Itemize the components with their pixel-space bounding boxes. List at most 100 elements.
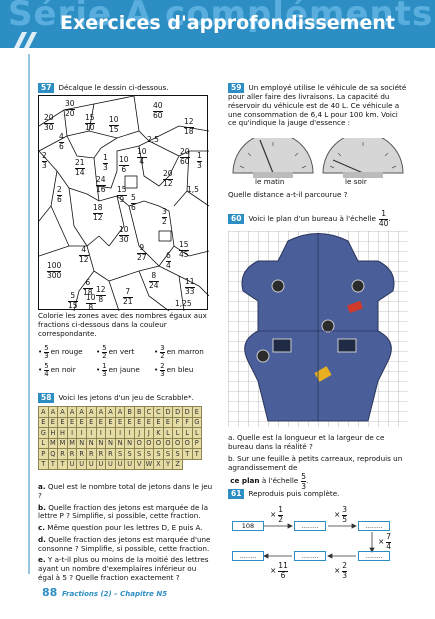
scrabble-tile: E [105, 416, 116, 428]
puzzle-fraction: 15 10 [85, 113, 95, 132]
scrabble-tile: N [85, 437, 97, 449]
ex57-number: 57 [38, 83, 55, 93]
scrabble-tile: U [114, 458, 126, 470]
legend-item: • 5 3 en rouge [38, 344, 83, 360]
office-plan-drawing [228, 231, 408, 427]
scrabble-tile: O [133, 437, 145, 449]
scrabble-tile: L [181, 427, 193, 439]
legend-item: • 2 3 en bleu [154, 362, 194, 378]
scrabble-tile: U [76, 458, 87, 470]
puzzle-fraction: 6 18 [83, 278, 93, 297]
scrabble-tile: L [191, 427, 203, 439]
header-banner: Série A compléments Exercices d'approfon… [0, 0, 435, 48]
scrabble-tile: Q [47, 448, 59, 460]
scrabble-tile: E [85, 416, 97, 428]
scrabble-tile: S [172, 448, 183, 460]
flow-box-blank: ........ [294, 551, 326, 561]
office-plan [228, 231, 408, 427]
puzzle-fraction: 9 27 [137, 243, 147, 262]
scrabble-tile: W [143, 458, 155, 470]
scrabble-tile: I [95, 427, 107, 439]
scrabble-tile: O [143, 437, 155, 449]
scrabble-tile: T [191, 448, 203, 460]
flow-op: × 7 4 [378, 532, 392, 551]
puzzle-fraction: 30 20 [65, 99, 75, 118]
margin-line [28, 54, 30, 574]
scrabble-tile: T [47, 458, 59, 470]
scrabble-tile: I [105, 427, 116, 439]
scrabble-tile: E [66, 416, 78, 428]
ex59-text: 59 Un employé utilise le véhicule de sa s… [228, 83, 407, 128]
scrabble-tile: Y [162, 458, 174, 470]
scrabble-tile: N [95, 437, 107, 449]
puzzle-fraction: 10 8 [86, 293, 96, 312]
legend-item: • 3 2 en marron [154, 344, 204, 360]
ex57-legend: • 5 3 en rouge • 5 2 en vert • 3 2 en marron • 5 4 e… [38, 345, 213, 381]
scrabble-tile: S [124, 448, 135, 460]
ex61-arrows [263, 523, 375, 559]
scrabble-tile: U [66, 458, 78, 470]
ex59-question: Quelle distance a-t-il parcourue ? [228, 190, 348, 199]
scrabble-tile: O [181, 437, 193, 449]
scrabble-tile: A [47, 406, 59, 418]
scrabble-tile: E [57, 416, 68, 428]
scrabble-tile: D [181, 406, 193, 418]
puzzle-fraction: 4 12 [79, 245, 89, 264]
ex61-number: 61 [228, 489, 245, 499]
puzzle-fraction: 8 24 [149, 271, 159, 290]
scrabble-tile: A [57, 406, 68, 418]
puzzle-fraction: 15 45 [179, 240, 189, 259]
scrabble-tile: A [85, 406, 97, 418]
ex57-instruction: Décalque le dessin ci-dessous. [58, 83, 169, 92]
scrabble-tile: S [153, 448, 164, 460]
puzzle-fraction: 12 8 [96, 285, 106, 304]
puzzle-fraction: 10 30 [119, 225, 129, 244]
scrabble-tile: O [153, 437, 164, 449]
scrabble-tile: E [133, 416, 145, 428]
scrabble-tile: E [124, 416, 135, 428]
scrabble-tile: S [133, 448, 145, 460]
scrabble-tile: E [95, 416, 107, 428]
scrabble-tile: R [76, 448, 87, 460]
scrabble-tile: R [66, 448, 78, 460]
puzzle-fraction: 40 60 [153, 101, 163, 120]
question: b. Quelle fraction des jetons est marqué… [38, 502, 209, 521]
puzzle-fraction: 20 12 [163, 169, 173, 188]
scrabble-tile: I [76, 427, 87, 439]
ex58-number: 58 [38, 393, 55, 403]
scrabble-tile: I [66, 427, 78, 439]
scrabble-tile: G [191, 416, 203, 428]
puzzle-fraction: 10 6 [119, 155, 129, 174]
ex57-color-instruction: Colorie les zones avec des nombres égaux… [38, 311, 207, 338]
scrabble-tile: N [105, 437, 116, 449]
puzzle-fraction: 20 30 [44, 113, 54, 132]
scrabble-tile: D [172, 406, 183, 418]
puzzle-fraction: 10 15 [109, 115, 119, 134]
scrabble-tile: F [172, 416, 183, 428]
scrabble-tile: J [133, 427, 145, 439]
flow-box-blank: ........ [358, 551, 390, 561]
scrabble-tile: R [57, 448, 68, 460]
legend-item: • 5 2 en vert [96, 344, 135, 360]
scrabble-tile: Z [172, 458, 183, 470]
puzzle-fraction: 7 21 [123, 287, 133, 306]
scrabble-tile: E [143, 416, 155, 428]
scrabble-tile: S [114, 448, 126, 460]
scrabble-tile: R [95, 448, 107, 460]
scrabble-tile: A [38, 406, 49, 418]
flow-box-start: 108 [232, 521, 264, 531]
scrabble-tile: A [105, 406, 116, 418]
scrabble-tile: U [85, 458, 97, 470]
scrabble-tile: T [181, 448, 193, 460]
legend-item: • 5 4 en noir [38, 362, 76, 378]
scrabble-tile: H [47, 427, 59, 439]
